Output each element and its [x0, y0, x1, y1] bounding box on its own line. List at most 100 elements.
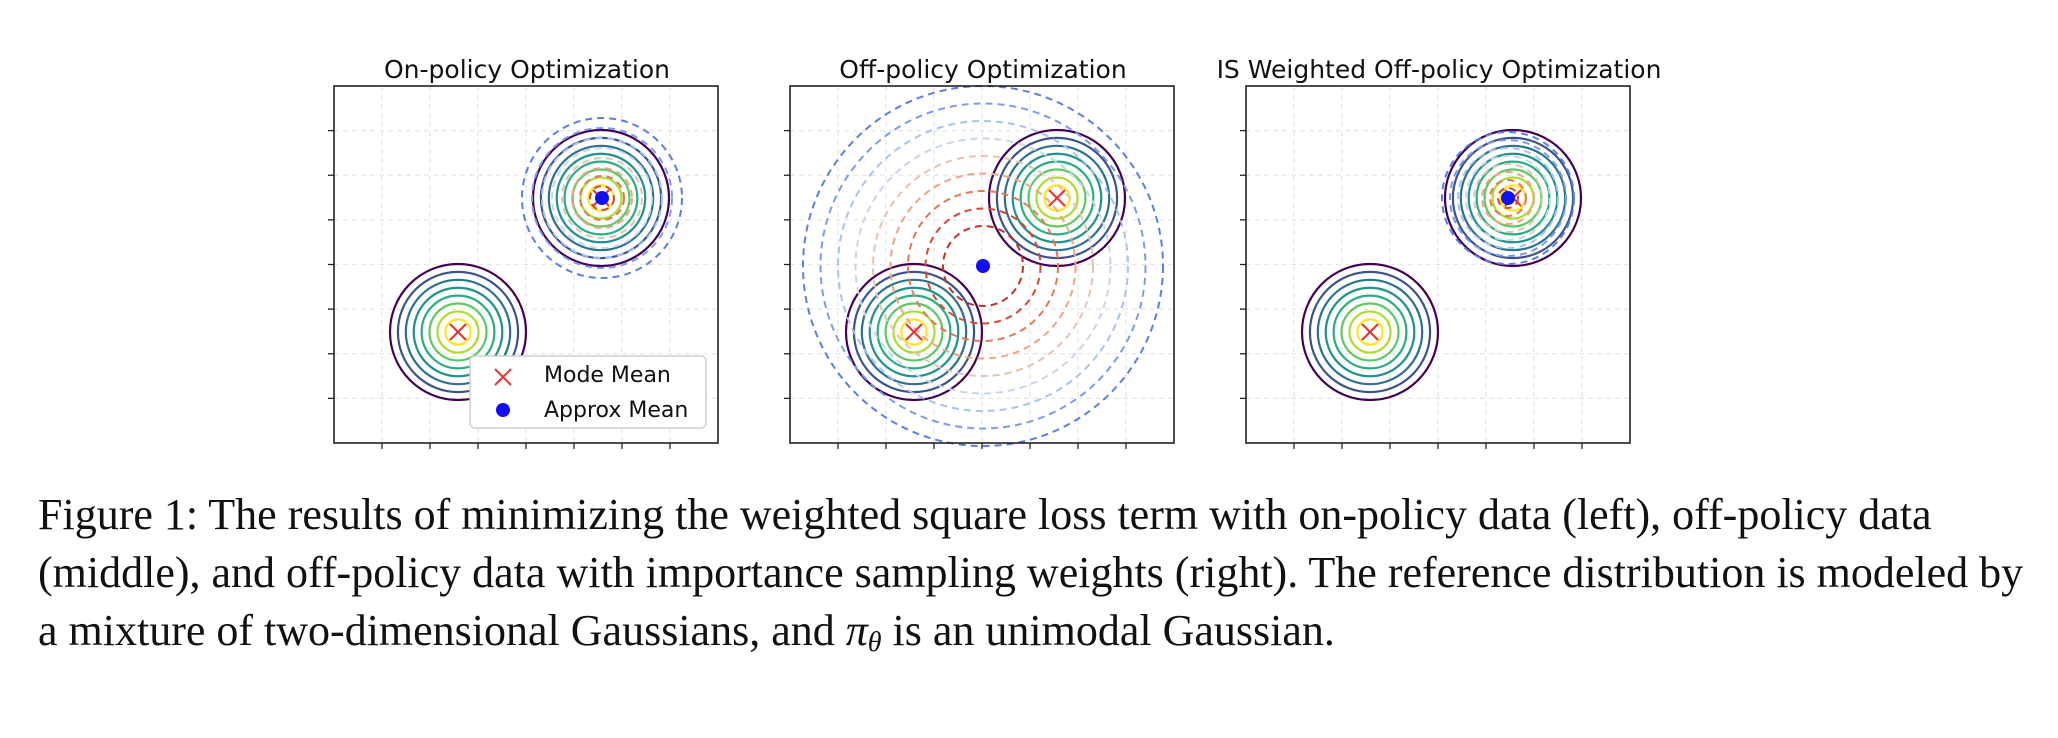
reference-contour	[547, 144, 655, 252]
approx-contour	[889, 172, 1077, 360]
reference-contour	[420, 294, 496, 370]
mode-mean-marker	[905, 323, 923, 341]
approx-mean-marker	[595, 191, 609, 205]
reference-mode-lower-left	[388, 262, 528, 402]
approx-contour	[1497, 187, 1519, 209]
approx-contour	[1473, 163, 1543, 233]
caption-text-end: is an unimodal Gaussian.	[881, 606, 1335, 655]
theta-subscript: θ	[867, 627, 882, 658]
reference-contour	[1308, 270, 1432, 394]
approx-contour	[1465, 155, 1551, 241]
reference-contour	[884, 302, 944, 362]
approx-contour	[837, 120, 1129, 412]
approx-contour	[1489, 179, 1527, 217]
axis-ticks	[1240, 129, 1583, 449]
plot-off-policy	[784, 85, 1175, 449]
approx-contour	[521, 117, 683, 279]
panel-title-on-policy: On-policy Optimization	[384, 55, 670, 84]
pi-symbol: π	[845, 606, 868, 655]
mode-mean-marker	[449, 323, 467, 341]
approx-contour	[571, 167, 633, 229]
axis-ticks	[784, 129, 1127, 449]
approx-contour	[561, 157, 643, 239]
reference-contour	[436, 310, 480, 354]
grid	[790, 86, 1174, 443]
approx-contour	[531, 127, 673, 269]
mode-mean-marker	[494, 368, 512, 386]
figure-1: On-policy Optimization Off-policy Optimi…	[328, 55, 1662, 449]
mode-mean-x	[494, 368, 512, 386]
approx-contour	[1449, 139, 1567, 257]
reference-contour	[388, 262, 528, 402]
axis-ticks	[328, 129, 671, 449]
reference-contour	[404, 278, 512, 386]
reference-contour	[1356, 318, 1384, 346]
approx-contour	[1441, 131, 1575, 265]
legend-label-approx-mean: Approx Mean	[544, 398, 688, 423]
reference-contour	[1324, 286, 1416, 378]
reference-contour	[444, 318, 472, 346]
approx-contour	[551, 147, 653, 249]
approx-mean-marker	[1501, 191, 1515, 205]
reference-contour	[1035, 176, 1079, 220]
reference-contour	[396, 270, 520, 394]
reference-contour	[844, 262, 984, 402]
approx-contour	[942, 225, 1024, 307]
mode-mean-marker	[1361, 323, 1379, 341]
approx-mean-marker	[976, 259, 990, 273]
reference-contour	[868, 286, 960, 378]
reference-mode-lower-left	[844, 262, 984, 402]
legend-item-approx-mean: Approx Mean	[496, 398, 688, 423]
reference-contour	[555, 152, 647, 244]
legend: Mode Mean Approx Mean	[469, 355, 707, 429]
approx-contour	[579, 175, 625, 221]
plot-frame	[789, 85, 1175, 444]
approx-contour	[819, 102, 1147, 430]
reference-contour	[900, 318, 928, 346]
reference-contour	[563, 160, 639, 236]
reference-contour	[1340, 302, 1400, 362]
approx-contour	[1457, 147, 1559, 249]
panel-title-is-weighted: IS Weighted Off-policy Optimization	[1217, 55, 1662, 84]
approx-contour	[924, 207, 1042, 325]
approx-contour	[802, 85, 1164, 447]
figure-caption: Figure 1: The results of minimizing the …	[38, 486, 2028, 672]
plot-frame	[1245, 85, 1631, 444]
mode-mean-marker	[1048, 189, 1066, 207]
reference-contour	[1332, 294, 1408, 370]
reference-contour	[1316, 278, 1424, 386]
reference-contour	[428, 302, 488, 362]
panel-off-policy: Off-policy Optimization	[784, 55, 1175, 449]
caption-text: Figure 1: The results of minimizing the …	[38, 490, 2024, 655]
panel-title-off-policy: Off-policy Optimization	[839, 55, 1126, 84]
approx-contour	[854, 137, 1112, 395]
reference-contour	[579, 176, 623, 220]
approx-mean-marker	[496, 403, 510, 417]
legend-box	[469, 355, 707, 429]
approx-contour	[1481, 171, 1535, 225]
reference-contour	[412, 286, 504, 378]
approx-contour	[907, 190, 1059, 342]
reference-contour	[860, 278, 968, 386]
approx-contour	[541, 137, 663, 259]
reference-contour	[1027, 168, 1087, 228]
approximate-gaussian	[1441, 131, 1575, 265]
reference-contour	[571, 168, 631, 228]
plot-is-weighted	[1240, 85, 1631, 449]
legend-label-mode-mean: Mode Mean	[544, 363, 671, 388]
grid	[1246, 86, 1630, 443]
approx-contour	[872, 155, 1094, 377]
approximate-gaussian	[521, 117, 683, 279]
reference-contour	[1300, 262, 1440, 402]
approx-contour	[589, 185, 615, 211]
panel-is-weighted: IS Weighted Off-policy Optimization	[1217, 55, 1662, 449]
reference-contour	[1011, 152, 1103, 244]
legend-item-mode-mean: Mode Mean	[494, 363, 671, 388]
reference-contour	[1003, 144, 1111, 252]
reference-contour	[1443, 128, 1583, 268]
reference-contour	[1348, 310, 1392, 354]
reference-mode-lower-left	[1300, 262, 1440, 402]
reference-contour	[1019, 160, 1095, 236]
approximate-gaussian	[802, 85, 1164, 447]
plot-frame	[333, 85, 719, 444]
